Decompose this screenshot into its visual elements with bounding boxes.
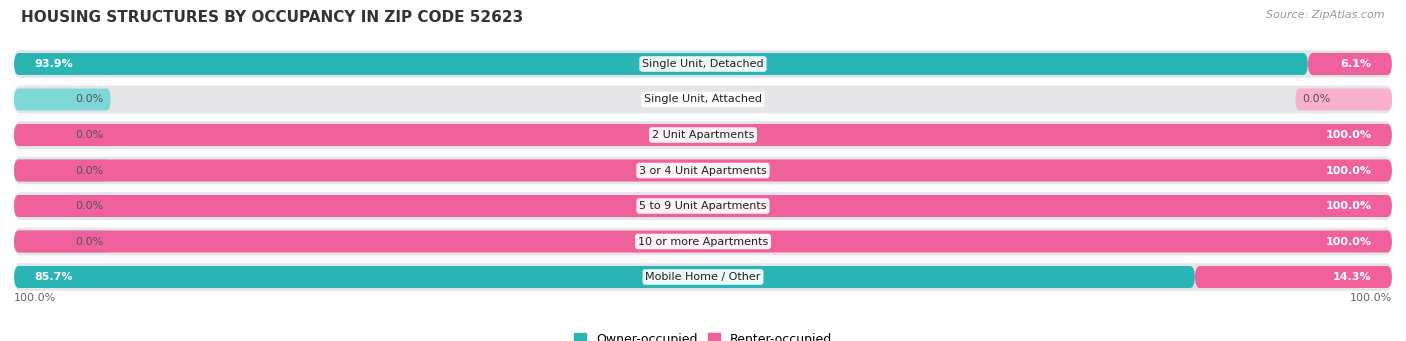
FancyBboxPatch shape — [14, 231, 1392, 252]
Text: Single Unit, Detached: Single Unit, Detached — [643, 59, 763, 69]
FancyBboxPatch shape — [14, 266, 1195, 288]
Text: 0.0%: 0.0% — [76, 130, 104, 140]
Text: 2 Unit Apartments: 2 Unit Apartments — [652, 130, 754, 140]
Text: 10 or more Apartments: 10 or more Apartments — [638, 237, 768, 247]
FancyBboxPatch shape — [14, 124, 111, 146]
FancyBboxPatch shape — [14, 195, 1392, 217]
Text: Single Unit, Attached: Single Unit, Attached — [644, 94, 762, 104]
FancyBboxPatch shape — [14, 195, 111, 217]
Text: 0.0%: 0.0% — [76, 165, 104, 176]
Text: 0.0%: 0.0% — [1302, 94, 1330, 104]
Text: 0.0%: 0.0% — [76, 201, 104, 211]
Text: Source: ZipAtlas.com: Source: ZipAtlas.com — [1267, 10, 1385, 20]
FancyBboxPatch shape — [14, 124, 1392, 146]
FancyBboxPatch shape — [14, 89, 111, 110]
Text: 0.0%: 0.0% — [76, 237, 104, 247]
Text: 100.0%: 100.0% — [1326, 130, 1371, 140]
Text: 100.0%: 100.0% — [1326, 237, 1371, 247]
FancyBboxPatch shape — [14, 53, 1308, 75]
FancyBboxPatch shape — [14, 157, 1392, 184]
FancyBboxPatch shape — [1195, 266, 1392, 288]
Text: 5 to 9 Unit Apartments: 5 to 9 Unit Apartments — [640, 201, 766, 211]
FancyBboxPatch shape — [14, 50, 1392, 78]
Text: HOUSING STRUCTURES BY OCCUPANCY IN ZIP CODE 52623: HOUSING STRUCTURES BY OCCUPANCY IN ZIP C… — [21, 10, 523, 25]
Text: 6.1%: 6.1% — [1340, 59, 1371, 69]
FancyBboxPatch shape — [14, 231, 111, 252]
FancyBboxPatch shape — [14, 263, 1392, 291]
Text: 100.0%: 100.0% — [1350, 293, 1392, 303]
FancyBboxPatch shape — [14, 160, 111, 181]
FancyBboxPatch shape — [1308, 53, 1392, 75]
Text: 100.0%: 100.0% — [1326, 165, 1371, 176]
Text: Mobile Home / Other: Mobile Home / Other — [645, 272, 761, 282]
FancyBboxPatch shape — [14, 86, 1392, 113]
FancyBboxPatch shape — [14, 192, 1392, 220]
Text: 100.0%: 100.0% — [1326, 201, 1371, 211]
FancyBboxPatch shape — [1295, 89, 1392, 110]
Legend: Owner-occupied, Renter-occupied: Owner-occupied, Renter-occupied — [568, 328, 838, 341]
Text: 14.3%: 14.3% — [1333, 272, 1371, 282]
Text: 100.0%: 100.0% — [14, 293, 56, 303]
FancyBboxPatch shape — [14, 121, 1392, 149]
Text: 85.7%: 85.7% — [35, 272, 73, 282]
Text: 0.0%: 0.0% — [76, 94, 104, 104]
Text: 3 or 4 Unit Apartments: 3 or 4 Unit Apartments — [640, 165, 766, 176]
FancyBboxPatch shape — [14, 228, 1392, 255]
FancyBboxPatch shape — [14, 160, 1392, 181]
Text: 93.9%: 93.9% — [35, 59, 73, 69]
